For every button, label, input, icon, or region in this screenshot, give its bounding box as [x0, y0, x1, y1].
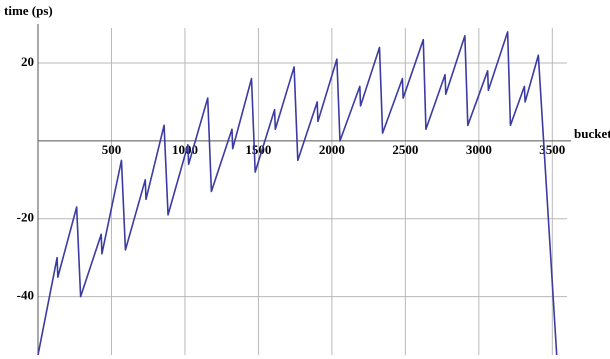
x-axis-label: bucket — [574, 126, 610, 141]
x-tick-label: 3500 — [539, 142, 565, 157]
x-tick-label: 3000 — [466, 142, 492, 157]
data-line — [37, 31, 558, 356]
x-tick-label: 1500 — [245, 142, 271, 157]
y-tick-label: 20 — [21, 54, 34, 69]
x-tick-label: 500 — [102, 142, 122, 157]
y-axis-label: time (ps) — [4, 3, 53, 18]
x-tick-label: 2000 — [319, 142, 345, 157]
y-tick-label: -20 — [17, 210, 34, 225]
y-tick-label: -40 — [17, 288, 34, 303]
x-tick-label: 2500 — [392, 142, 418, 157]
